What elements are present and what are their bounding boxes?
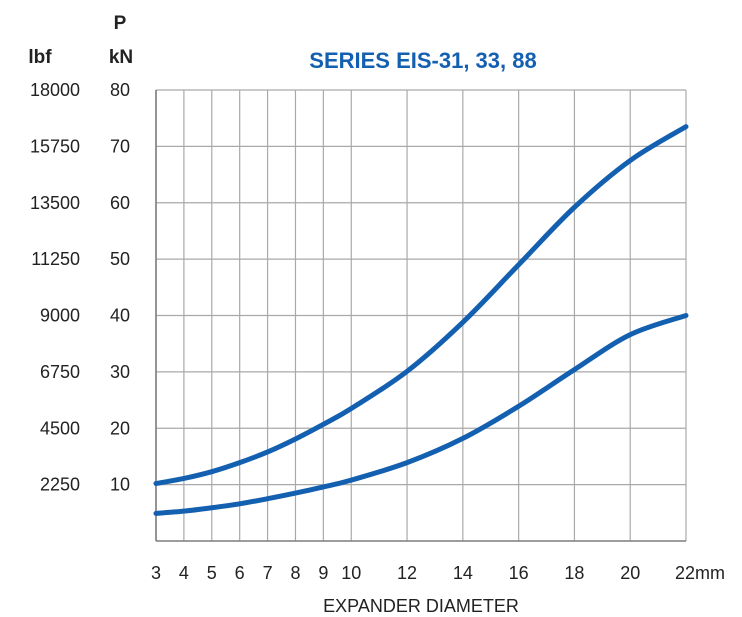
x-tick-label: 10: [341, 563, 361, 583]
x-tick-label: 4: [179, 563, 189, 583]
x-tick-label: 12: [397, 563, 417, 583]
y2-tick-label: 2250: [40, 475, 80, 495]
series-line-upper: [153, 124, 689, 486]
y-tick-label: 40: [110, 306, 130, 326]
x-tick-label: 22mm: [675, 563, 725, 583]
x-tick-label: 18: [564, 563, 584, 583]
y-unit-label: kN: [109, 47, 133, 68]
tick-labels: 3 4 5 6 7 8 9 10 12 14 16 18 20 22mm 10 2250 20 4500 30 675…: [30, 80, 725, 583]
y2-tick-label: 18000: [30, 80, 80, 100]
series-line-lower: [153, 313, 689, 516]
y2-tick-label: 11250: [31, 249, 80, 269]
x-tick-label: 16: [509, 563, 529, 583]
y-tick-label: 10: [110, 475, 130, 495]
y-tick-label: 60: [110, 193, 130, 213]
grid: [155, 89, 687, 541]
y2-unit-label: lbf: [28, 47, 52, 68]
x-tick-label: 14: [453, 563, 473, 583]
x-tick-label: 20: [620, 563, 640, 583]
x-tick-label: 8: [290, 563, 300, 583]
x-axis-title: EXPANDER DIAMETER: [323, 596, 519, 616]
y-tick-label: 20: [110, 418, 130, 438]
chart-title: SERIES EIS-31, 33, 88: [309, 48, 536, 73]
y-axis-title: P: [114, 13, 127, 34]
y-tick-label: 80: [110, 80, 130, 100]
y-tick-label: 30: [110, 362, 130, 382]
y2-tick-label: 13500: [30, 193, 80, 213]
y2-tick-label: 4500: [40, 418, 80, 438]
y2-tick-label: 6750: [40, 362, 80, 382]
x-tick-label: 9: [318, 563, 328, 583]
y-tick-label: 50: [110, 249, 130, 269]
y-tick-label: 70: [110, 136, 130, 156]
x-tick-label: 3: [151, 563, 161, 583]
x-tick-label: 5: [207, 563, 217, 583]
y2-tick-label: 15750: [30, 136, 80, 156]
y2-tick-label: 9000: [40, 306, 80, 326]
axes: [155, 90, 686, 542]
series: [153, 124, 689, 516]
x-tick-label: 6: [235, 563, 245, 583]
x-tick-label: 7: [263, 563, 273, 583]
